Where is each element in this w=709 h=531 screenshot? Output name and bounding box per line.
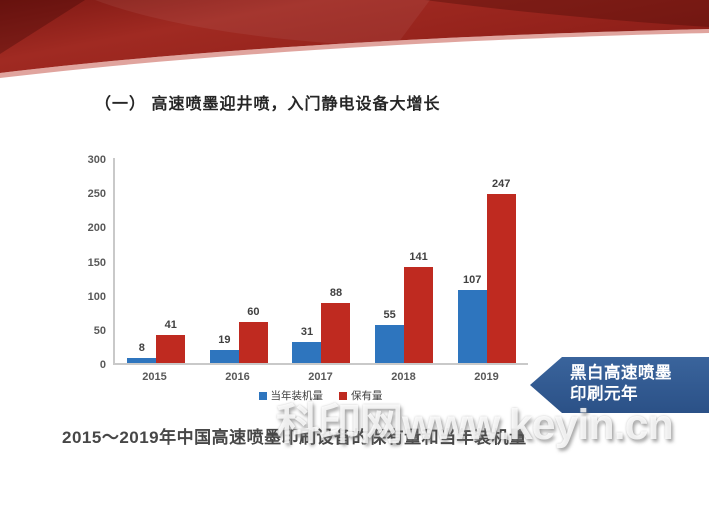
bar-value-label: 141 xyxy=(409,250,428,263)
legend-label: 保有量 xyxy=(351,390,383,402)
chart-legend: 当年装机量 保有量 xyxy=(113,388,528,403)
bar-value-label: 247 xyxy=(492,178,511,191)
bar-group: 8 41 xyxy=(115,158,198,363)
slide-title: （一） 高速喷墨迎井喷，入门静电设备大增长 xyxy=(95,96,441,113)
y-tick-label: 250 xyxy=(87,188,106,201)
x-tick-label: 2017 xyxy=(308,371,333,383)
bar-2017: 88 xyxy=(321,287,351,363)
ribbon-graphic xyxy=(0,0,709,78)
bar-value-label: 31 xyxy=(300,325,314,338)
x-tick-label: 2019 xyxy=(474,371,499,383)
bar-2019: 247 xyxy=(486,178,516,363)
bar-value-label: 107 xyxy=(463,273,482,286)
x-tick-label: 2015 xyxy=(142,371,167,383)
bar-group: 31 88 xyxy=(280,158,363,363)
chart-caption: 2015～2019年中国高速喷墨印刷设备的保有量和当年装机量 xyxy=(62,428,527,447)
bar-2019: 107 xyxy=(457,274,487,363)
y-tick-label: 50 xyxy=(93,324,106,337)
legend-label: 当年装机量 xyxy=(270,390,324,402)
x-tick-label: 2018 xyxy=(391,371,416,383)
bar-value-label: 88 xyxy=(329,286,343,299)
y-tick-label: 200 xyxy=(87,222,106,235)
bar-2016: 60 xyxy=(238,306,268,363)
bar-2017: 31 xyxy=(292,326,322,363)
bar-2015: 8 xyxy=(127,342,157,363)
callout-line1: 黑白高速喷墨 xyxy=(570,364,672,382)
bar-value-label: 8 xyxy=(138,341,145,354)
plot-area: 8 41 19 60 31 88 55 141 107 247 xyxy=(113,158,528,365)
callout-text: 黑白高速喷墨 印刷元年 xyxy=(570,363,672,405)
bar-2018: 55 xyxy=(375,309,405,363)
legend-item: 当年装机量 xyxy=(258,388,324,403)
y-tick-label: 0 xyxy=(99,359,106,371)
bar-value-label: 60 xyxy=(247,306,260,318)
y-tick-label: 300 xyxy=(87,154,106,166)
legend-swatch-icon xyxy=(258,391,267,400)
bar-value-label: 55 xyxy=(383,309,396,322)
bar-value-label: 41 xyxy=(164,318,177,331)
callout-line2: 印刷元年 xyxy=(570,385,638,403)
bar-group: 55 141 xyxy=(363,158,446,363)
legend-item: 保有量 xyxy=(339,388,383,403)
arrow-left-shape xyxy=(530,357,709,413)
bar-2018: 141 xyxy=(404,251,434,363)
x-tick-label: 2016 xyxy=(225,371,250,383)
legend-swatch-icon xyxy=(339,391,347,400)
x-axis-labels: 2015 2016 2017 2018 2019 xyxy=(113,371,528,383)
bar-value-label: 19 xyxy=(218,334,231,347)
y-tick-label: 100 xyxy=(87,290,106,303)
bar-2016: 19 xyxy=(209,334,239,363)
y-tick-label: 150 xyxy=(87,256,106,269)
bar-group: 19 60 xyxy=(198,158,281,363)
y-axis: 0 50 100 150 200 250 300 xyxy=(70,154,106,371)
callout-banner: 黑白高速喷墨 印刷元年 xyxy=(530,357,709,413)
bar-2015: 41 xyxy=(156,319,186,363)
bar-group: 107 247 xyxy=(445,158,528,363)
